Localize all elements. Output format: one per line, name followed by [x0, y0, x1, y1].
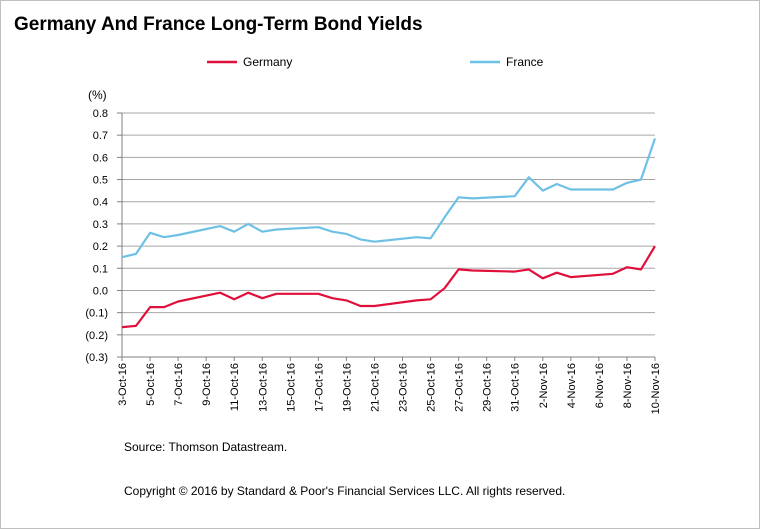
x-tick-label: 5-Oct-16 [145, 363, 157, 406]
copyright-note: Copyright © 2016 by Standard & Poor's Fi… [124, 484, 566, 498]
y-tick-label: 0.2 [93, 241, 108, 253]
x-tick-label: 13-Oct-16 [257, 363, 269, 412]
y-tick-label: 0.5 [93, 175, 108, 187]
y-tick-label: 0.4 [93, 197, 108, 209]
x-tick-label: 31-Oct-16 [510, 363, 522, 412]
series-line-germany [121, 245, 656, 329]
series-lines [121, 138, 657, 329]
x-axis: 3-Oct-16 5-Oct-16 7-Oct-16 9-Oct-16 11-Oct-1… [117, 356, 662, 414]
series-line-france [121, 138, 657, 259]
x-tick-label: 27-Oct-16 [454, 363, 466, 412]
legend: Germany France [207, 55, 544, 69]
x-tick-label: 10-Nov-16 [650, 363, 662, 414]
y-tick-label: (0.1) [85, 308, 108, 320]
x-tick-label: 25-Oct-16 [426, 363, 438, 412]
x-tick-label: 3-Oct-16 [117, 363, 129, 406]
x-tick-label: 29-Oct-16 [482, 363, 494, 412]
y-tick-label: 0.8 [93, 108, 108, 120]
x-tick-label: 7-Oct-16 [173, 363, 185, 406]
x-tick-label: 23-Oct-16 [398, 363, 410, 412]
y-axis-unit: (%) [88, 88, 107, 102]
x-tick-label: 6-Nov-16 [594, 363, 606, 408]
x-tick-label: 4-Nov-16 [566, 363, 578, 408]
legend-label-france: France [506, 55, 544, 69]
x-tick-label: 11-Oct-16 [229, 363, 241, 411]
x-tick-label: 15-Oct-16 [285, 363, 297, 412]
y-tick-label: 0.7 [93, 130, 108, 142]
x-tick-label: 8-Nov-16 [622, 363, 634, 408]
grid-lines [122, 112, 655, 358]
x-tick-label: 2-Nov-16 [538, 363, 550, 408]
chart-title: Germany And France Long-Term Bond Yields [14, 14, 423, 35]
x-tick-label: 19-Oct-16 [341, 363, 353, 412]
y-tick-label: (0.2) [85, 330, 108, 342]
y-tick-label: 0.3 [93, 219, 108, 231]
y-axis: (0.3) (0.2) (0.1) 0.0 0.1 0.2 0.3 0.4 0.5 0.6 0.7 0… [85, 88, 123, 364]
y-tick-label: 0.6 [93, 152, 108, 164]
y-tick-label: (0.3) [85, 352, 108, 364]
x-tick-label: 17-Oct-16 [313, 363, 325, 412]
y-tick-label: 0.1 [93, 263, 108, 275]
x-tick-label: 21-Oct-16 [369, 363, 381, 412]
legend-label-germany: Germany [243, 55, 292, 69]
y-tick-label: 0.0 [93, 285, 108, 297]
source-note: Source: Thomson Datastream. [124, 440, 288, 454]
x-tick-label: 9-Oct-16 [201, 363, 213, 406]
